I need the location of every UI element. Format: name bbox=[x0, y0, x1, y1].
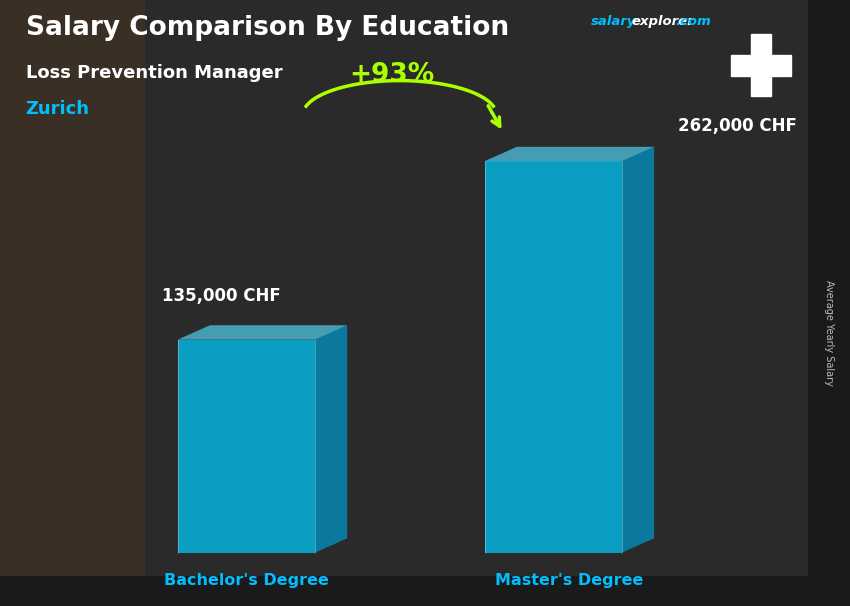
Bar bbox=[751, 35, 771, 96]
Polygon shape bbox=[484, 161, 621, 553]
Bar bbox=[0, 0, 145, 576]
Text: 135,000 CHF: 135,000 CHF bbox=[162, 287, 280, 305]
Polygon shape bbox=[621, 147, 654, 553]
Text: salary: salary bbox=[591, 15, 637, 28]
Polygon shape bbox=[178, 339, 314, 553]
Text: 262,000 CHF: 262,000 CHF bbox=[678, 118, 797, 135]
Polygon shape bbox=[178, 325, 347, 339]
Text: .com: .com bbox=[676, 15, 711, 28]
Bar bbox=[731, 55, 790, 76]
Text: Zurich: Zurich bbox=[26, 100, 89, 118]
Polygon shape bbox=[314, 325, 347, 553]
Text: Loss Prevention Manager: Loss Prevention Manager bbox=[26, 64, 282, 82]
Text: explorer: explorer bbox=[632, 15, 694, 28]
Text: Master's Degree: Master's Degree bbox=[495, 573, 643, 588]
Text: +93%: +93% bbox=[349, 62, 434, 88]
Text: Bachelor's Degree: Bachelor's Degree bbox=[164, 573, 329, 588]
Text: Salary Comparison By Education: Salary Comparison By Education bbox=[26, 15, 508, 41]
Polygon shape bbox=[484, 147, 654, 161]
Text: Average Yearly Salary: Average Yearly Salary bbox=[824, 281, 834, 386]
